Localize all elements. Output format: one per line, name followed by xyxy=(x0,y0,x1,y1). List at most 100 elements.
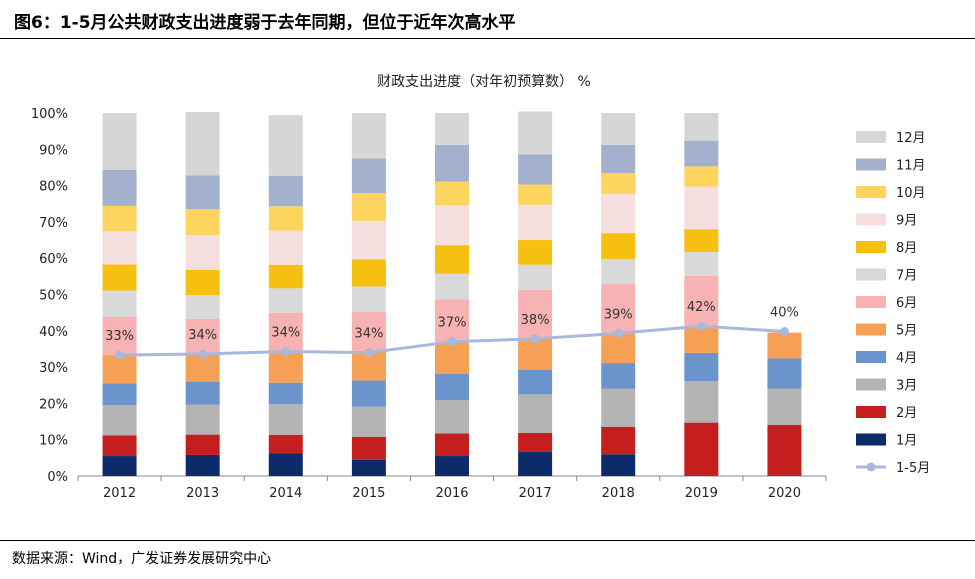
legend-label: 11月 xyxy=(896,159,926,174)
bar-segment xyxy=(102,169,137,206)
bar-segment xyxy=(601,388,636,427)
footer-rule xyxy=(0,540,975,541)
bar-segment xyxy=(601,454,636,476)
bar-segment xyxy=(435,273,469,300)
bar-segment xyxy=(767,424,802,476)
y-tick-label: 20% xyxy=(39,397,68,412)
source-note: 数据来源：Wind，广发证券发展研究中心 xyxy=(12,551,272,567)
bar-segment xyxy=(435,181,469,206)
line-point xyxy=(779,327,789,337)
legend-label: 1-5月 xyxy=(896,461,930,476)
data-label: 40% xyxy=(770,306,799,321)
bar-segment xyxy=(435,456,469,476)
bar-segment xyxy=(351,436,386,460)
bar-segment xyxy=(268,382,303,405)
bar-segment xyxy=(601,193,636,234)
bar-segment xyxy=(601,113,636,145)
bar-segment xyxy=(767,358,802,389)
bar-segment xyxy=(518,432,553,453)
bar-segment xyxy=(518,184,553,205)
bar-segment xyxy=(351,406,386,437)
bar-segment xyxy=(185,318,220,353)
bar-segment xyxy=(601,258,636,284)
bar-segment xyxy=(601,363,636,389)
legend-label: 12月 xyxy=(896,131,926,146)
y-tick-label: 0% xyxy=(47,470,68,485)
line-point xyxy=(198,349,208,359)
bar-segment xyxy=(102,231,137,265)
legend-label: 2月 xyxy=(896,406,917,421)
legend-label: 4月 xyxy=(896,351,917,366)
x-tick-label: 2020 xyxy=(768,486,801,501)
x-tick-label: 2019 xyxy=(685,486,718,501)
bar-segment xyxy=(684,113,719,141)
data-label: 33% xyxy=(105,329,134,344)
bar-segment xyxy=(601,173,636,194)
legend-swatch xyxy=(856,433,886,446)
bar-segment xyxy=(518,240,553,265)
bar-segment xyxy=(102,317,137,356)
x-tick-label: 2013 xyxy=(186,486,219,501)
x-tick-label: 2018 xyxy=(602,486,635,501)
bar-segment xyxy=(518,338,553,371)
bar-segment xyxy=(435,113,469,145)
bar-segment xyxy=(102,290,137,318)
bar-segment xyxy=(185,404,220,435)
legend-swatch xyxy=(856,158,886,171)
bar-segment xyxy=(351,311,386,351)
bar-segment xyxy=(268,288,303,313)
y-tick-label: 90% xyxy=(39,143,68,158)
line-point xyxy=(364,348,374,358)
bar-segment xyxy=(684,275,719,327)
y-tick-label: 100% xyxy=(31,107,68,122)
y-tick-label: 40% xyxy=(39,325,68,340)
data-label: 39% xyxy=(604,307,633,322)
bar-segment xyxy=(518,154,553,185)
data-label: 42% xyxy=(687,300,716,315)
bar-segment xyxy=(185,235,220,270)
bar-segment xyxy=(767,332,802,359)
bar-segment xyxy=(102,383,137,406)
line-point xyxy=(530,334,540,344)
bar-segment xyxy=(518,370,553,395)
bar-segment xyxy=(268,351,303,383)
bar-segment xyxy=(351,193,386,221)
bar-segment xyxy=(102,205,137,232)
bar-segment xyxy=(102,405,137,436)
data-label: 34% xyxy=(188,328,217,343)
legend-line-marker xyxy=(866,462,876,472)
legend-swatch xyxy=(856,351,886,363)
legend-label: 7月 xyxy=(896,269,917,284)
line-point xyxy=(696,321,706,331)
stacked-bar-chart: 财政支出进度（对年初预算数） % 0% 10% 20% 30% 40% 50% 60% 70% 8… xyxy=(31,73,930,501)
x-tick-label: 2014 xyxy=(269,486,302,501)
data-label: 37% xyxy=(438,316,467,331)
legend-swatch xyxy=(856,296,886,308)
x-tick-label: 2015 xyxy=(352,486,385,501)
bar-segment xyxy=(684,166,719,187)
bar-segment xyxy=(185,111,220,176)
bar-segment xyxy=(601,426,636,455)
bar-segment xyxy=(684,381,719,423)
chart-title: 财政支出进度（对年初预算数） % xyxy=(377,73,591,90)
y-tick-label: 80% xyxy=(39,180,68,195)
bar-segment xyxy=(102,435,137,457)
bar-segment xyxy=(102,456,137,476)
bar-segment xyxy=(684,186,719,230)
bar-segment xyxy=(351,459,386,476)
line-point xyxy=(115,350,125,360)
bar-segment xyxy=(185,269,220,296)
bar-segment xyxy=(185,209,220,236)
bar-segment xyxy=(435,205,469,246)
bar-segment xyxy=(601,233,636,259)
bar-segment xyxy=(351,220,386,260)
header-rule xyxy=(0,38,975,39)
bar-segment xyxy=(185,454,220,476)
bar-segment xyxy=(435,299,469,342)
bar-segment xyxy=(185,175,220,210)
legend-swatch xyxy=(856,213,886,226)
figure-title: 图6：1-5月公共财政支出进度弱于去年同期，但位于近年次高水平 xyxy=(14,13,516,33)
x-tick-label: 2016 xyxy=(435,486,468,501)
data-label: 34% xyxy=(354,327,383,342)
legend-swatch xyxy=(856,268,886,281)
